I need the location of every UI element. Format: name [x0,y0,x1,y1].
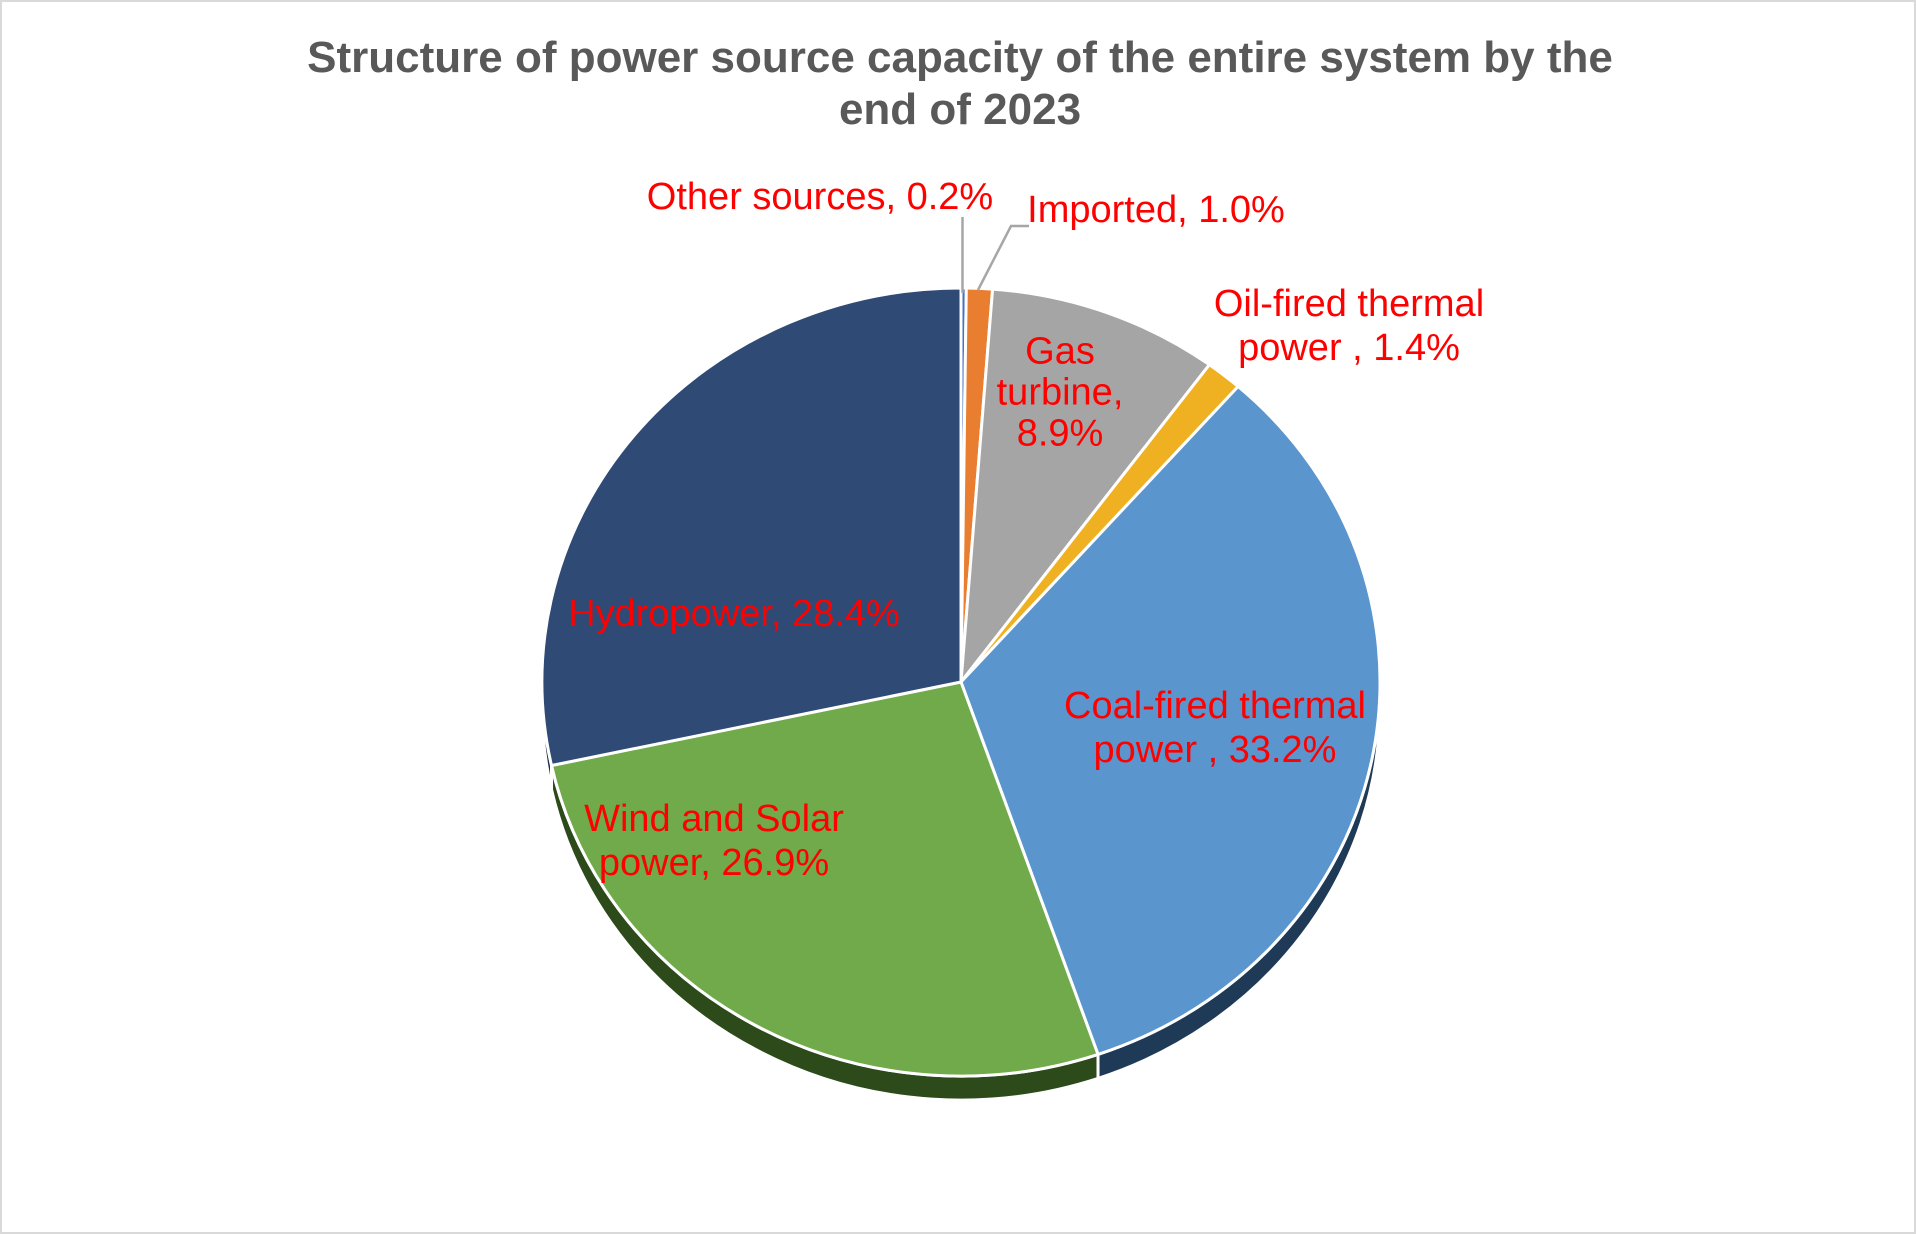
slice-label-wind-and-solar-power: Wind and Solar power, 26.9% [584,798,844,884]
leader-line-imported [976,224,1029,291]
pie-slice-gas-turbine [959,287,1211,684]
pie-slice-wind-and-solar-power [550,680,1100,1078]
pie-slice-hydropower [540,286,963,767]
slice-label-imported: Imported, 1.0% [1027,189,1285,231]
chart-title: Structure of power source capacity of th… [307,33,1613,134]
slice-label-gas-turbine: Gas turbine, 8.9% [996,330,1124,455]
slice-label-coal-fired-thermal-power: Coal-fired thermal power , 33.2% [1064,685,1366,771]
pie-slice-group [540,286,1382,1078]
leader-line-group [961,217,1029,293]
pie-slice-coal-fired-thermal-power [959,385,1382,1056]
slice-label-oil-fired-thermal-power: Oil-fired thermal power , 1.4% [1213,283,1485,369]
slice-label-other-sources: Other sources, 0.2% [646,176,994,218]
slice-label-hydropower: Hydropower, 28.4% [568,593,900,635]
